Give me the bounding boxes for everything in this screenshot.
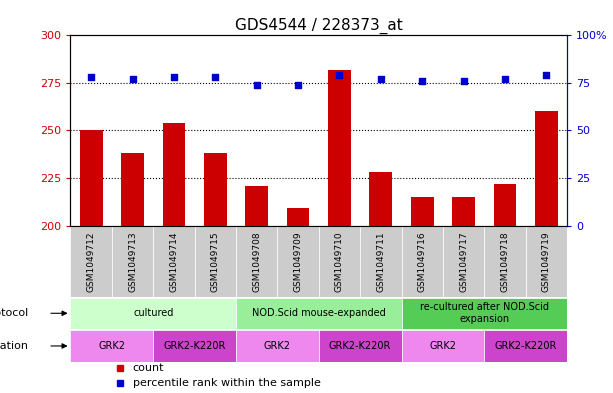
Text: cultured: cultured [133,308,173,318]
Point [500,76,510,82]
Text: percentile rank within the sample: percentile rank within the sample [132,378,321,388]
Point [252,82,262,88]
Text: genotype/variation: genotype/variation [0,341,28,351]
Bar [328,70,351,226]
Text: GSM1049718: GSM1049718 [500,231,509,292]
Text: GSM1049715: GSM1049715 [211,231,220,292]
Bar [452,197,475,226]
Text: protocol: protocol [0,308,28,318]
Text: GSM1049712: GSM1049712 [86,231,96,292]
Bar [443,226,484,297]
Bar [70,226,112,297]
Text: GSM1049709: GSM1049709 [294,231,303,292]
Bar [70,330,153,362]
Point [376,76,386,82]
Bar [153,226,195,297]
Text: GRK2: GRK2 [429,341,457,351]
Point [210,74,220,80]
Text: GRK2-K220R: GRK2-K220R [329,341,391,351]
Bar [80,130,102,226]
Bar [195,226,236,297]
Bar [153,330,236,362]
Bar [277,226,319,297]
Bar [370,173,392,226]
Text: GSM1049719: GSM1049719 [542,231,551,292]
Bar [70,298,236,329]
Point [335,72,345,79]
Text: GRK2: GRK2 [98,341,126,351]
Point [417,78,427,84]
Text: GRK2: GRK2 [264,341,291,351]
Bar [287,208,310,226]
Text: GRK2-K220R: GRK2-K220R [495,341,557,351]
Text: GSM1049710: GSM1049710 [335,231,344,292]
Bar [319,226,360,297]
Text: GRK2-K220R: GRK2-K220R [164,341,226,351]
Title: GDS4544 / 228373_at: GDS4544 / 228373_at [235,18,403,34]
Bar [411,197,433,226]
Bar [319,330,402,362]
Bar [204,153,227,226]
Bar [402,298,567,329]
Bar [236,298,402,329]
Bar [484,226,526,297]
Bar [402,226,443,297]
Text: GSM1049713: GSM1049713 [128,231,137,292]
Text: re-cultured after NOD.Scid
expansion: re-cultured after NOD.Scid expansion [420,303,549,324]
Text: GSM1049714: GSM1049714 [169,231,178,292]
Bar [402,330,484,362]
Bar [360,226,402,297]
Text: GSM1049717: GSM1049717 [459,231,468,292]
Point [541,72,551,79]
Bar [162,123,185,226]
Text: NOD.Scid mouse-expanded: NOD.Scid mouse-expanded [252,308,386,318]
Bar [236,226,277,297]
Bar [484,330,567,362]
Text: GSM1049708: GSM1049708 [252,231,261,292]
Bar [535,112,558,226]
Bar [121,153,144,226]
Point [86,74,96,80]
Text: GSM1049711: GSM1049711 [376,231,386,292]
Text: count: count [132,363,164,373]
Bar [236,330,319,362]
Point [459,78,468,84]
Bar [245,185,268,226]
Point [293,82,303,88]
Point [128,76,137,82]
Bar [493,184,516,226]
Bar [112,226,153,297]
Text: GSM1049716: GSM1049716 [417,231,427,292]
Point [169,74,179,80]
Bar [526,226,567,297]
